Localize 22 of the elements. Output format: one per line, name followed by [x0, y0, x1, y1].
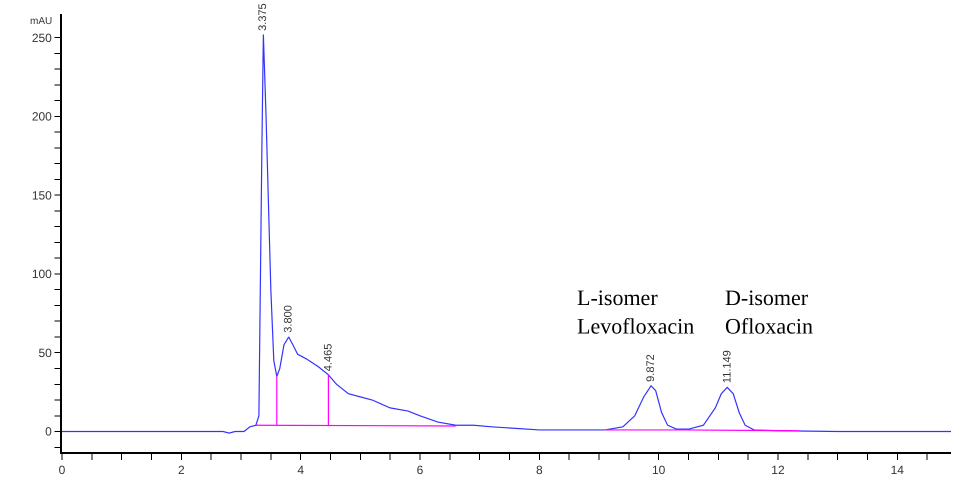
annotation: D-isomer Ofloxacin: [725, 285, 813, 339]
y-axis-title: mAU: [30, 16, 52, 27]
x-tick-label: 4: [297, 463, 304, 478]
annotation: 4.465: [322, 344, 335, 372]
y-tick-label: 50: [38, 346, 52, 360]
y-tick-label: 150: [32, 188, 52, 202]
x-tick-label: 6: [416, 463, 424, 478]
annotation: 9.872: [645, 354, 658, 382]
y-tick-label: 200: [32, 110, 52, 124]
annotation: 3.800: [282, 305, 295, 333]
x-tick-label: 10: [652, 463, 666, 478]
annotation: L-isomer Levofloxacin: [577, 285, 694, 339]
annotation: 11.149: [721, 350, 734, 384]
y-tick-label: 0: [45, 424, 52, 439]
x-tick-label: 14: [890, 463, 904, 478]
x-tick-label: 8: [536, 463, 543, 478]
x-tick-label: 12: [771, 463, 785, 478]
x-tick-label: 2: [178, 463, 185, 478]
y-tick-label: 250: [32, 30, 52, 45]
y-tick-label: 100: [32, 267, 52, 282]
x-tick-label: 0: [58, 463, 66, 478]
annotation: 3.375: [256, 3, 269, 31]
